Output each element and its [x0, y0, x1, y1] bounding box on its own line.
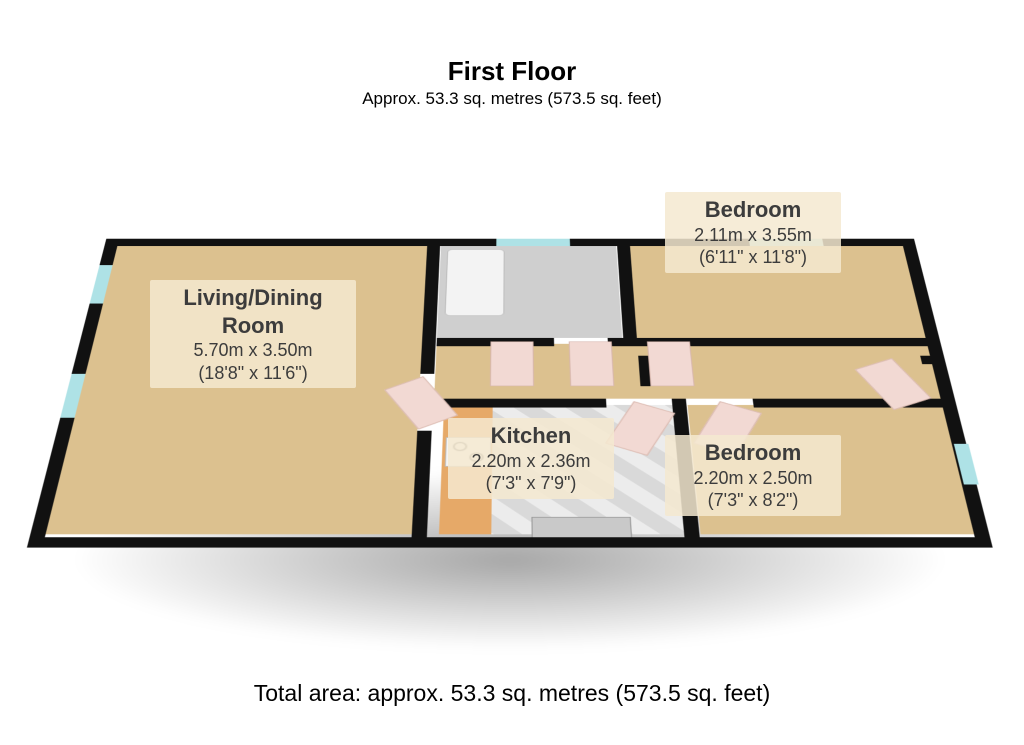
footer-total-area: Total area: approx. 53.3 sq. metres (573… — [0, 680, 1024, 707]
room-dims-m: 2.20m x 2.50m — [673, 467, 833, 490]
room-name: Living/Dining Room — [158, 284, 348, 339]
room-dims-m: 2.11m x 3.55m — [673, 224, 833, 247]
floor-subtitle: Approx. 53.3 sq. metres (573.5 sq. feet) — [0, 89, 1024, 109]
label-kitchen: Kitchen 2.20m x 2.36m (7'3" x 7'9") — [448, 418, 614, 499]
room-dims-ft: (7'3" x 7'9") — [456, 472, 606, 495]
room-dims-m: 2.20m x 2.36m — [456, 450, 606, 473]
wall — [753, 399, 957, 408]
door — [569, 341, 615, 386]
room-name: Bedroom — [673, 196, 833, 224]
bathtub-icon — [445, 249, 505, 316]
room-dims-ft: (18'8" x 11'6") — [158, 362, 348, 385]
window — [496, 239, 570, 246]
floor-plan-page: First Floor Approx. 53.3 sq. metres (573… — [0, 0, 1024, 745]
room-dims-ft: (6'11" x 11'8") — [673, 246, 833, 269]
room-name: Kitchen — [456, 422, 606, 450]
label-bedroom-2: Bedroom 2.20m x 2.50m (7'3" x 8'2") — [665, 435, 841, 516]
sink-icon — [531, 517, 632, 539]
door — [647, 341, 695, 386]
header: First Floor Approx. 53.3 sq. metres (573… — [0, 56, 1024, 109]
room-name: Bedroom — [673, 439, 833, 467]
label-living: Living/Dining Room 5.70m x 3.50m (18'8" … — [150, 280, 356, 388]
door — [490, 341, 534, 386]
floor-title: First Floor — [0, 56, 1024, 87]
room-dims-m: 5.70m x 3.50m — [158, 339, 348, 362]
label-bedroom-1: Bedroom 2.11m x 3.55m (6'11" x 11'8") — [665, 192, 841, 273]
room-dims-ft: (7'3" x 8'2") — [673, 489, 833, 512]
wall — [434, 399, 607, 408]
wall — [920, 356, 946, 364]
wall — [27, 537, 993, 547]
